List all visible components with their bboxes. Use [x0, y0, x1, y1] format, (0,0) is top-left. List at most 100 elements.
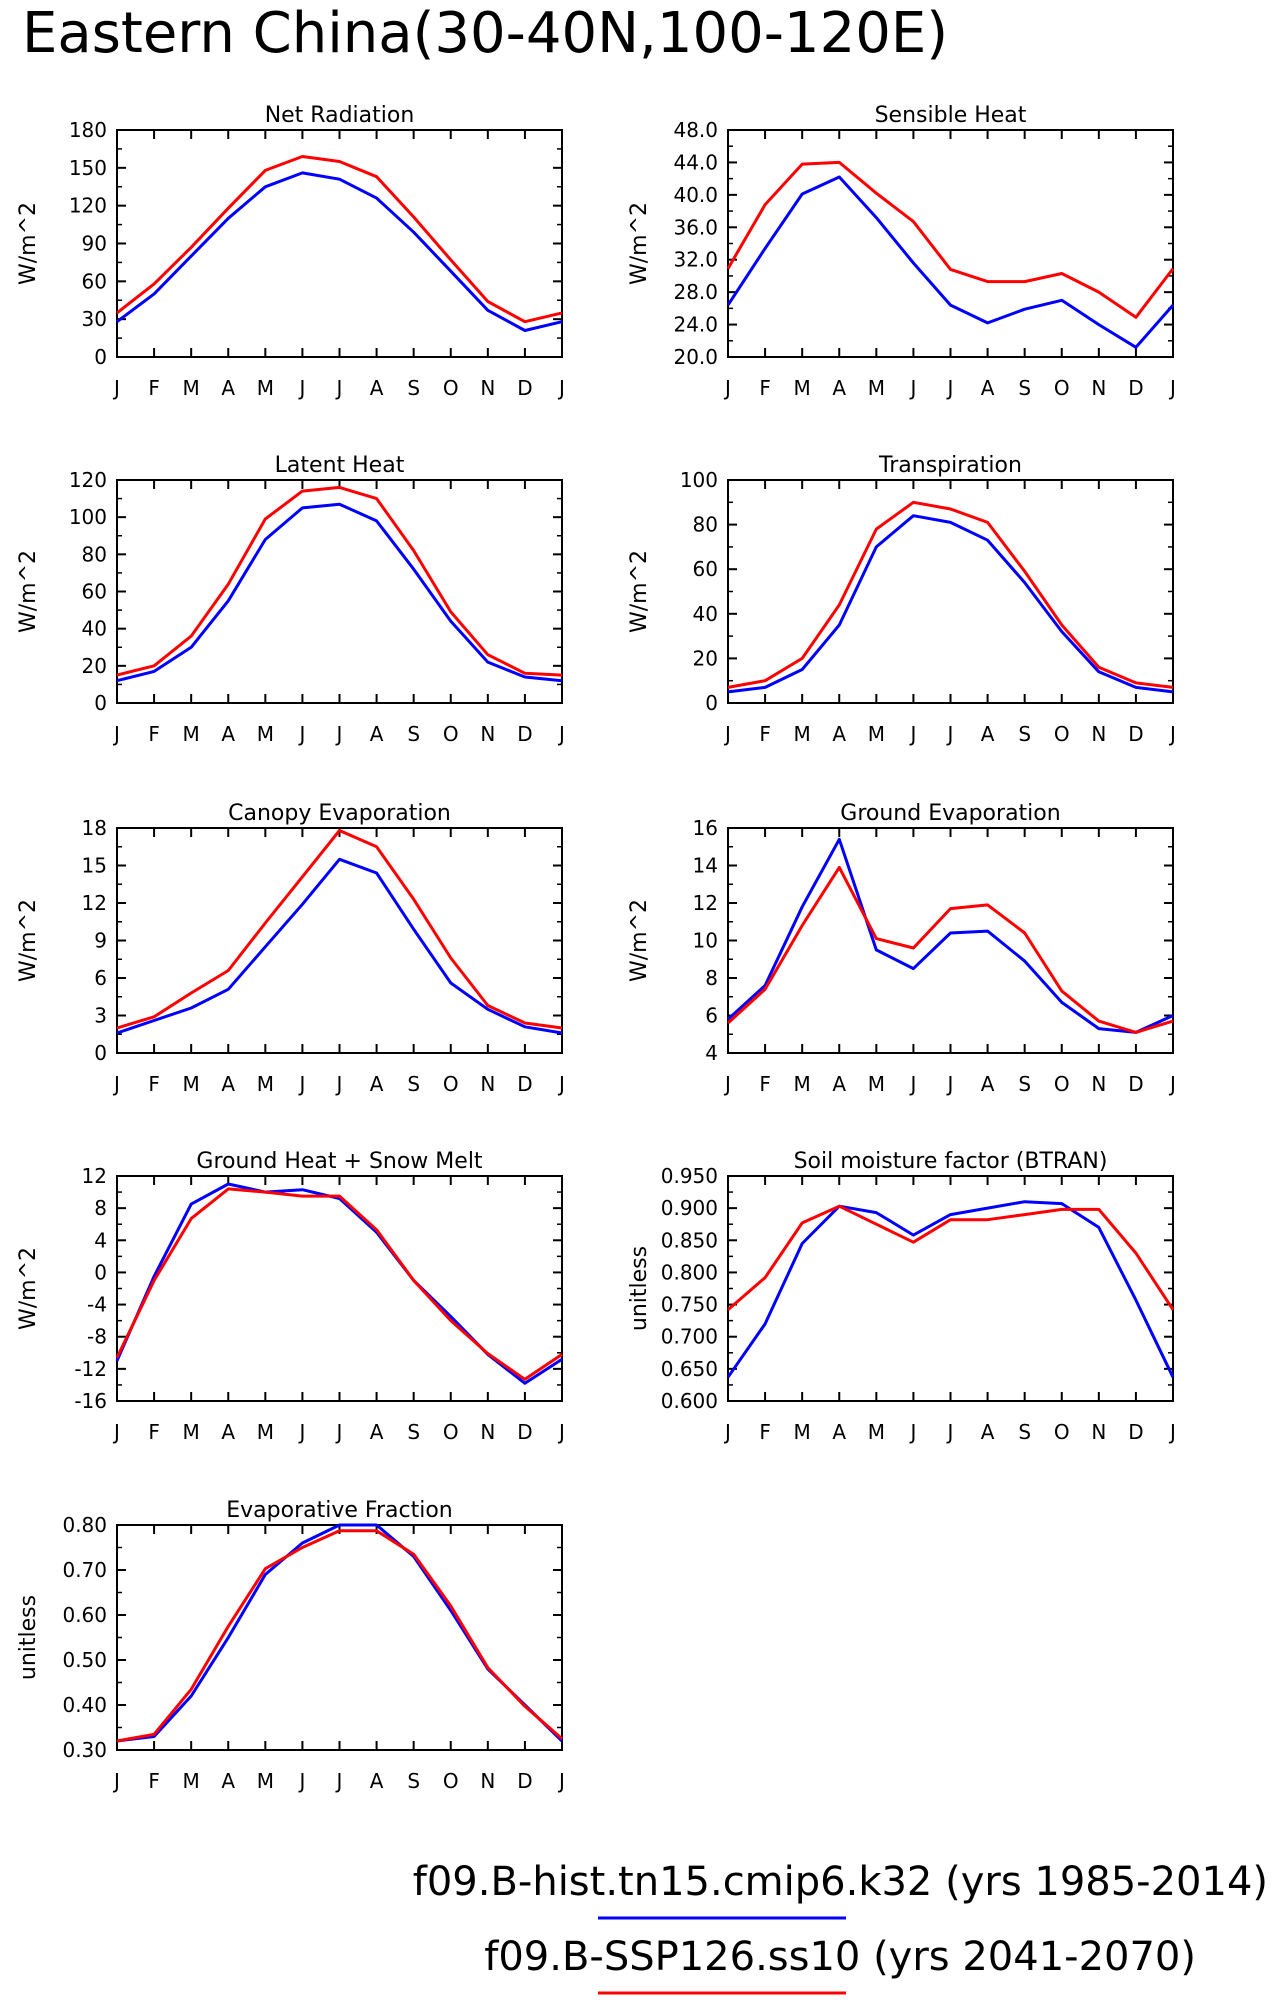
x-tick-label: J — [297, 1769, 305, 1793]
y-tick-label: 60 — [82, 580, 107, 604]
x-tick-label: J — [557, 376, 565, 400]
x-tick-label: J — [335, 376, 343, 400]
y-tick-label: 20.0 — [673, 345, 718, 369]
x-tick-label: J — [1168, 1072, 1176, 1096]
x-tick-label: D — [517, 1420, 532, 1444]
x-tick-label: D — [517, 1769, 532, 1793]
plot-frame — [727, 1175, 1174, 1402]
y-tick-label: 12 — [82, 891, 107, 915]
y-tick-label: 120 — [69, 468, 107, 492]
x-tick-label: F — [759, 722, 771, 746]
x-tick-label: F — [148, 1420, 160, 1444]
series-line — [726, 175, 1175, 349]
y-tick-label: -12 — [74, 1357, 107, 1381]
y-tick-label: 0.950 — [661, 1164, 718, 1188]
x-tick-label: M — [794, 722, 811, 746]
series-line — [116, 1529, 563, 1743]
plot-frame — [116, 479, 563, 704]
y-tick-label: 150 — [69, 156, 107, 180]
y-tick-label: -4 — [87, 1293, 107, 1317]
chart-title: Evaporative Fraction — [226, 1498, 452, 1523]
plot-frame — [116, 827, 563, 1054]
series-line — [116, 829, 563, 1030]
y-tick-label: 40.0 — [673, 183, 718, 207]
x-tick-label: M — [868, 1420, 885, 1444]
x-tick-label: F — [759, 376, 771, 400]
x-tick-label: F — [148, 722, 160, 746]
x-tick-label: M — [183, 1420, 200, 1444]
x-tick-label: J — [335, 1072, 343, 1096]
y-tick-label: 20 — [82, 654, 107, 678]
y-axis-label: unitless — [627, 1246, 652, 1331]
x-tick-label: M — [794, 1420, 811, 1444]
x-tick-label: O — [443, 722, 459, 746]
x-tick-label: N — [1091, 1072, 1106, 1096]
y-tick-label: 0.80 — [62, 1513, 107, 1537]
y-tick-label: 0.650 — [661, 1357, 718, 1381]
x-tick-label: M — [257, 1769, 274, 1793]
x-tick-label: S — [1018, 1420, 1031, 1444]
x-tick-label: N — [1091, 1420, 1106, 1444]
y-tick-label: 32.0 — [673, 248, 718, 272]
y-axis-label: W/m^2 — [16, 899, 41, 982]
series-line — [116, 502, 563, 683]
series-line — [116, 485, 563, 677]
y-tick-label: 4 — [705, 1041, 718, 1065]
y-tick-label: 80 — [82, 542, 107, 566]
x-tick-label: M — [183, 1769, 200, 1793]
x-tick-label: S — [1018, 722, 1031, 746]
x-tick-label: J — [908, 1072, 916, 1096]
x-tick-label: D — [517, 722, 532, 746]
x-tick-label: D — [1128, 376, 1143, 400]
x-tick-label: J — [908, 376, 916, 400]
chart-title: Ground Evaporation — [840, 801, 1060, 826]
chart-title: Sensible Heat — [875, 103, 1027, 128]
x-tick-label: O — [443, 1769, 459, 1793]
y-tick-label: 12 — [693, 891, 718, 915]
x-tick-label: O — [1054, 722, 1070, 746]
chart-title: Transpiration — [878, 453, 1022, 478]
x-tick-label: M — [794, 376, 811, 400]
chart-title: Soil moisture factor (BTRAN) — [794, 1149, 1108, 1174]
series-line — [116, 155, 563, 324]
x-tick-label: J — [557, 1072, 565, 1096]
x-tick-label: J — [297, 1420, 305, 1444]
x-tick-label: S — [1018, 1072, 1031, 1096]
x-tick-label: A — [832, 376, 846, 400]
y-tick-label: 3 — [94, 1004, 107, 1028]
x-tick-label: F — [148, 376, 160, 400]
x-tick-label: N — [1091, 376, 1106, 400]
plot-frame — [116, 129, 563, 358]
x-tick-label: F — [148, 1769, 160, 1793]
x-tick-label: J — [335, 1769, 343, 1793]
series-line — [115, 1182, 563, 1385]
x-tick-label: J — [723, 376, 731, 400]
x-tick-label: S — [407, 1769, 420, 1793]
x-tick-label: J — [723, 1420, 731, 1444]
series-line — [116, 1523, 564, 1743]
x-tick-label: J — [557, 1420, 565, 1444]
x-tick-label: A — [981, 722, 995, 746]
x-tick-label: D — [1128, 1420, 1143, 1444]
x-tick-label: S — [407, 722, 420, 746]
y-tick-label: 0 — [705, 691, 718, 715]
y-tick-label: 9 — [94, 929, 107, 953]
x-tick-label: A — [221, 376, 235, 400]
y-tick-label: 180 — [69, 118, 107, 142]
y-tick-label: 40 — [693, 602, 718, 626]
y-tick-label: 10 — [693, 929, 718, 953]
x-tick-label: A — [221, 1769, 235, 1793]
x-tick-label: O — [1054, 376, 1070, 400]
x-tick-label: J — [1168, 1420, 1176, 1444]
series-line — [116, 857, 563, 1035]
series-line — [727, 500, 1174, 689]
y-tick-label: 0.750 — [661, 1293, 718, 1317]
y-tick-label: 100 — [680, 468, 718, 492]
x-tick-label: F — [759, 1072, 771, 1096]
x-tick-label: M — [868, 376, 885, 400]
y-tick-label: 16 — [693, 816, 718, 840]
x-tick-label: N — [480, 376, 495, 400]
x-tick-label: J — [1168, 376, 1176, 400]
x-tick-label: A — [221, 722, 235, 746]
